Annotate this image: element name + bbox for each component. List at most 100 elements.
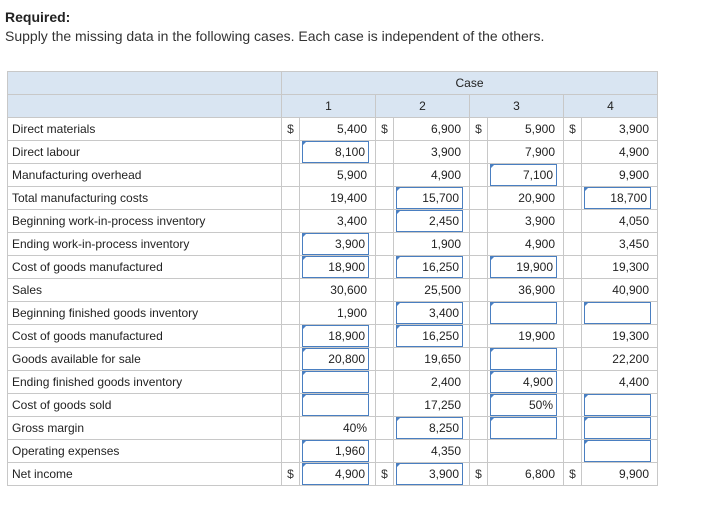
currency-symbol [563, 140, 582, 164]
answer-input[interactable]: 16,250 [396, 325, 463, 347]
case-3-cell: 20,900 [487, 186, 564, 210]
case-1-cell[interactable]: 20,800 [299, 347, 376, 371]
answer-input[interactable]: 20,800 [302, 348, 369, 370]
cell-value: 17,250 [424, 398, 461, 412]
answer-input[interactable]: 4,900 [490, 371, 557, 393]
input-flag-icon [302, 325, 307, 330]
answer-input[interactable] [584, 302, 651, 324]
case-3-cell[interactable]: 19,900 [487, 255, 564, 279]
input-flag-icon [302, 440, 307, 445]
case-1-cell[interactable]: 1,960 [299, 439, 376, 463]
table-row: Cost of goods manufactured 18,900 16,250 19… [7, 255, 658, 279]
cell-value: 8,250 [428, 421, 459, 435]
table-row: Direct materials $5,400 $6,900 $5,900 $3,900 [7, 117, 658, 141]
answer-input[interactable]: 19,900 [490, 256, 557, 278]
case-3-cell[interactable]: 7,100 [487, 163, 564, 187]
case-4-cell: 19,300 [581, 324, 658, 348]
input-flag-icon [490, 417, 495, 422]
answer-input[interactable]: 15,700 [396, 187, 463, 209]
case-4-cell[interactable]: 18,700 [581, 186, 658, 210]
input-flag-icon [396, 187, 401, 192]
cell-value: 4,900 [430, 168, 461, 182]
case-1-cell[interactable]: 3,900 [299, 232, 376, 256]
case-2-cell[interactable]: 16,250 [393, 324, 470, 348]
case-2-cell[interactable]: 3,900 [393, 462, 470, 486]
answer-input[interactable]: 1,960 [302, 440, 369, 462]
cell-value: 3,400 [336, 214, 367, 228]
input-flag-icon [302, 233, 307, 238]
answer-input[interactable]: 8,100 [302, 141, 369, 163]
case-3-cell[interactable]: 50% [487, 393, 564, 417]
answer-input[interactable]: 3,400 [396, 302, 463, 324]
currency-symbol [281, 439, 300, 463]
currency-symbol [563, 163, 582, 187]
case-3-cell: 36,900 [487, 278, 564, 302]
case-2-cell: 4,900 [393, 163, 470, 187]
case-4-cell[interactable] [581, 416, 658, 440]
currency-symbol [281, 301, 300, 325]
currency-symbol [375, 393, 394, 417]
case-2-cell[interactable]: 15,700 [393, 186, 470, 210]
case-2-cell[interactable]: 16,250 [393, 255, 470, 279]
answer-input[interactable] [490, 302, 557, 324]
cell-value: 20,900 [518, 191, 555, 205]
case-4-cell[interactable] [581, 393, 658, 417]
answer-input[interactable] [584, 440, 651, 462]
case-1-cell[interactable] [299, 393, 376, 417]
answer-input[interactable]: 3,900 [302, 233, 369, 255]
case-2-cell: 25,500 [393, 278, 470, 302]
answer-input[interactable]: 50% [490, 394, 557, 416]
case-2-cell[interactable]: 8,250 [393, 416, 470, 440]
case-3-cell[interactable] [487, 301, 564, 325]
currency-symbol [563, 347, 582, 371]
answer-input[interactable] [302, 394, 369, 416]
cell-value: 19,900 [516, 260, 553, 274]
input-flag-icon [396, 463, 401, 468]
answer-input[interactable] [584, 394, 651, 416]
table-row: Operating expenses 1,960 4,350 [7, 439, 658, 463]
case-1-cell[interactable]: 18,900 [299, 324, 376, 348]
case-3-cell[interactable]: 4,900 [487, 370, 564, 394]
answer-input[interactable]: 18,700 [584, 187, 651, 209]
answer-input[interactable] [584, 417, 651, 439]
case-2-cell[interactable]: 3,400 [393, 301, 470, 325]
currency-symbol [563, 393, 582, 417]
case-1-cell: 30,600 [299, 278, 376, 302]
case-3-cell[interactable] [487, 416, 564, 440]
row-label: Ending work-in-process inventory [7, 232, 282, 256]
currency-symbol [281, 370, 300, 394]
case-3-cell[interactable] [487, 347, 564, 371]
case-4-cell: 4,900 [581, 140, 658, 164]
currency-symbol [563, 324, 582, 348]
table-row: Manufacturing overhead 5,900 4,900 7,100 9,9… [7, 163, 658, 187]
case-2-cell[interactable]: 2,450 [393, 209, 470, 233]
answer-input[interactable] [302, 371, 369, 393]
case-1-cell[interactable] [299, 370, 376, 394]
answer-input[interactable]: 18,900 [302, 256, 369, 278]
input-flag-icon [302, 348, 307, 353]
case-1-cell[interactable]: 4,900 [299, 462, 376, 486]
answer-input[interactable]: 8,250 [396, 417, 463, 439]
answer-input[interactable] [490, 417, 557, 439]
case-2-cell: 17,250 [393, 393, 470, 417]
currency-symbol: $ [563, 462, 582, 486]
answer-input[interactable]: 16,250 [396, 256, 463, 278]
page-heading: Required: [5, 9, 71, 25]
answer-input[interactable]: 4,900 [302, 463, 369, 485]
case-1-cell[interactable]: 8,100 [299, 140, 376, 164]
case-1-cell[interactable]: 18,900 [299, 255, 376, 279]
answer-input[interactable]: 18,900 [302, 325, 369, 347]
answer-input[interactable]: 3,900 [396, 463, 463, 485]
currency-symbol [469, 278, 488, 302]
answer-input[interactable] [490, 348, 557, 370]
input-flag-icon [396, 417, 401, 422]
row-label: Direct labour [7, 140, 282, 164]
currency-symbol [375, 140, 394, 164]
currency-symbol [375, 439, 394, 463]
currency-symbol [469, 209, 488, 233]
currency-symbol [281, 255, 300, 279]
answer-input[interactable]: 7,100 [490, 164, 557, 186]
answer-input[interactable]: 2,450 [396, 210, 463, 232]
case-4-cell[interactable] [581, 301, 658, 325]
case-4-cell[interactable] [581, 439, 658, 463]
